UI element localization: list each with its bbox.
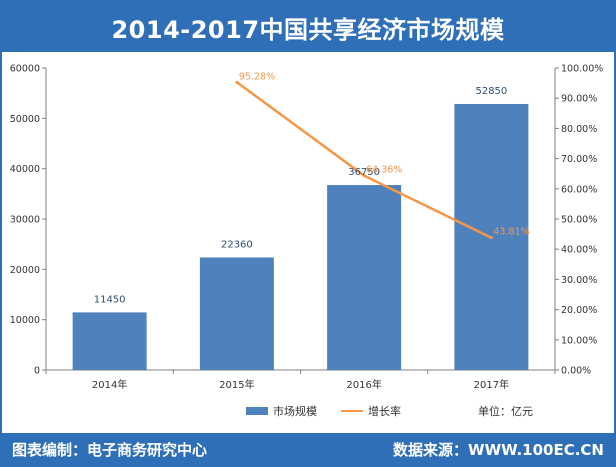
bar-value-label: 11450 (94, 294, 126, 305)
title-bar: 2014-2017中国共享经济市场规模 (2, 2, 614, 52)
y-right-tick-label: 50.00% (561, 215, 597, 226)
combo-chart: 0 10000 20000 30000 40000 50000 60000 0.00% 10.0… (10, 64, 604, 392)
y-left-tick-label: 50000 (10, 114, 40, 125)
x-tick-label: 2015年 (219, 378, 254, 391)
bar (72, 312, 147, 370)
x-tick-label: 2017年 (474, 378, 509, 391)
y-right-tick-label: 10.00% (561, 335, 597, 346)
growth-value-label: 64.36% (366, 165, 402, 176)
footer-credit: 图表编制：电子商务研究中心 (12, 440, 208, 459)
legend-label-bar: 市场规模 (273, 405, 317, 418)
legend-swatch-line (341, 410, 363, 412)
legend-swatch-bar (246, 407, 268, 415)
y-right-tick-label: 70.00% (561, 154, 597, 165)
axes: 0 10000 20000 30000 40000 50000 60000 0.00% 10.0… (10, 64, 604, 392)
growth-value-label: 43.81% (493, 227, 529, 238)
x-tick-label: 2014年 (92, 378, 127, 391)
y-left-tick-label: 60000 (10, 64, 40, 75)
y-left-tick-label: 30000 (10, 215, 40, 226)
y-left-tick-label: 0 (34, 366, 40, 377)
legend-label-line: 增长率 (368, 405, 401, 418)
unit-label: 单位：亿元 (478, 405, 533, 418)
bar (199, 257, 274, 370)
bar (327, 185, 402, 370)
chart-title: 2014-2017中国共享经济市场规模 (111, 15, 505, 44)
data-labels: 11450 22360 36750 52850 95.28% 64.36% 43.81% (94, 71, 530, 305)
y-left-tick-label: 10000 (10, 315, 40, 326)
growth-value-label: 95.28% (239, 71, 275, 82)
y-right-tick-label: 100.00% (561, 64, 603, 75)
bar-value-label: 36750 (348, 167, 380, 178)
footer: 图表编制：电子商务研究中心 数据来源：WWW.100EC.CN (2, 433, 614, 465)
legend-item-bar: 市场规模 (246, 403, 317, 419)
y-right-tick-label: 40.00% (561, 245, 597, 256)
y-left-tick-label: 40000 (10, 164, 40, 175)
bar-value-label: 52850 (475, 86, 507, 97)
legend: 市场规模 增长率 (246, 403, 425, 419)
bar-series (72, 103, 529, 370)
y-right-tick-label: 30.00% (561, 275, 597, 286)
growth-point (235, 80, 239, 84)
x-tick-label: 2016年 (346, 378, 381, 391)
y-right-tick-label: 80.00% (561, 124, 597, 135)
y-left-tick-label: 20000 (10, 265, 40, 276)
y-right-tick-label: 0.00% (561, 366, 591, 377)
footer-source: 数据来源：WWW.100EC.CN (393, 440, 604, 459)
y-right-tick-label: 60.00% (561, 184, 597, 195)
legend-item-line: 增长率 (341, 403, 401, 419)
growth-point (489, 236, 493, 240)
y-right-tick-label: 90.00% (561, 94, 597, 105)
y-right-tick-label: 20.00% (561, 305, 597, 316)
line-series (235, 80, 493, 240)
growth-point (362, 174, 366, 178)
bar-value-label: 22360 (221, 239, 253, 250)
